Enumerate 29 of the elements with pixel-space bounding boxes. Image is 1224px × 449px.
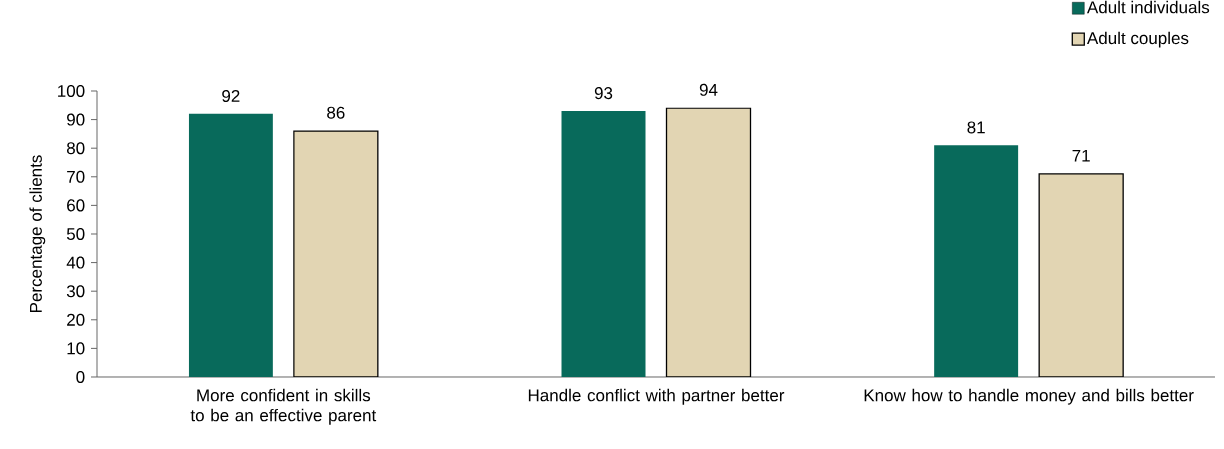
- bar: [188, 113, 273, 377]
- y-tick-label: 40: [66, 256, 85, 269]
- legend-label: Adult couples: [1086, 31, 1189, 48]
- bar: [665, 107, 752, 377]
- bar: [293, 130, 379, 377]
- data-label: 81: [967, 121, 985, 134]
- y-tick-label: 70: [67, 170, 85, 183]
- y-tick-label: 80: [66, 142, 85, 155]
- y-tick-label: 100: [58, 84, 85, 98]
- y-axis-title: Percentage of clients: [29, 155, 46, 312]
- data-label: 93: [594, 87, 613, 100]
- y-tick-label: 10: [67, 342, 85, 355]
- x-tick-label: Know how to handle money and bills better: [864, 388, 1194, 405]
- bar: [1038, 173, 1124, 377]
- y-tick-label: 20: [67, 313, 85, 326]
- bar: [934, 145, 1019, 377]
- y-tick-label: 50: [66, 227, 85, 241]
- legend-label: Adult individuals: [1086, 0, 1210, 14]
- data-label: 86: [327, 106, 345, 119]
- x-tick-label: More confident in skills to be an effective parent: [190, 388, 377, 425]
- x-tick-label: Handle conflict with partner better: [528, 388, 785, 405]
- bar: [561, 111, 646, 377]
- data-label: 92: [222, 89, 240, 103]
- y-tick-label: 30: [66, 285, 85, 298]
- y-tick-label: 90: [67, 113, 85, 126]
- y-tick-label: 60: [67, 199, 85, 212]
- data-label: 71: [1072, 149, 1090, 162]
- y-tick-label: 0: [76, 370, 85, 384]
- data-label: 94: [699, 83, 718, 96]
